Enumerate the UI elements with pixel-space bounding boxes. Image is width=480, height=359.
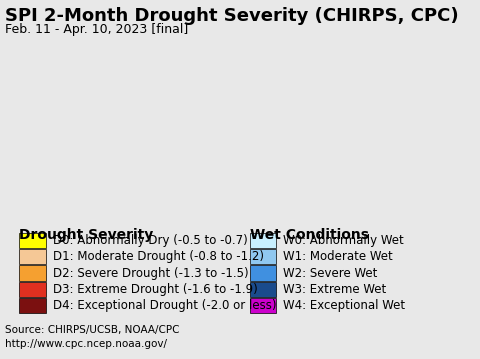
Text: W0: Abnormally Wet: W0: Abnormally Wet	[283, 234, 404, 247]
Text: Drought Severity: Drought Severity	[19, 228, 154, 242]
Text: D2: Severe Drought (-1.3 to -1.5): D2: Severe Drought (-1.3 to -1.5)	[53, 267, 249, 280]
FancyBboxPatch shape	[19, 298, 46, 313]
Text: D0: Abnormally Dry (-0.5 to -0.7): D0: Abnormally Dry (-0.5 to -0.7)	[53, 234, 248, 247]
FancyBboxPatch shape	[19, 265, 46, 281]
Text: Feb. 11 - Apr. 10, 2023 [final]: Feb. 11 - Apr. 10, 2023 [final]	[5, 23, 188, 36]
Text: W1: Moderate Wet: W1: Moderate Wet	[283, 250, 393, 263]
Text: W2: Severe Wet: W2: Severe Wet	[283, 267, 378, 280]
Text: D3: Extreme Drought (-1.6 to -1.9): D3: Extreme Drought (-1.6 to -1.9)	[53, 283, 258, 296]
FancyBboxPatch shape	[19, 233, 46, 248]
Text: Wet Conditions: Wet Conditions	[250, 228, 369, 242]
Text: D4: Exceptional Drought (-2.0 or less): D4: Exceptional Drought (-2.0 or less)	[53, 299, 276, 312]
Text: W4: Exceptional Wet: W4: Exceptional Wet	[283, 299, 405, 312]
Text: D1: Moderate Drought (-0.8 to -1.2): D1: Moderate Drought (-0.8 to -1.2)	[53, 250, 264, 263]
Text: W3: Extreme Wet: W3: Extreme Wet	[283, 283, 386, 296]
FancyBboxPatch shape	[19, 282, 46, 297]
FancyBboxPatch shape	[19, 249, 46, 265]
FancyBboxPatch shape	[250, 282, 276, 297]
FancyBboxPatch shape	[250, 249, 276, 265]
Text: Source: CHIRPS/UCSB, NOAA/CPC
http://www.cpc.ncep.noaa.gov/: Source: CHIRPS/UCSB, NOAA/CPC http://www…	[5, 325, 180, 349]
FancyBboxPatch shape	[250, 233, 276, 248]
FancyBboxPatch shape	[250, 265, 276, 281]
Text: SPI 2-Month Drought Severity (CHIRPS, CPC): SPI 2-Month Drought Severity (CHIRPS, CP…	[5, 6, 458, 25]
FancyBboxPatch shape	[250, 298, 276, 313]
